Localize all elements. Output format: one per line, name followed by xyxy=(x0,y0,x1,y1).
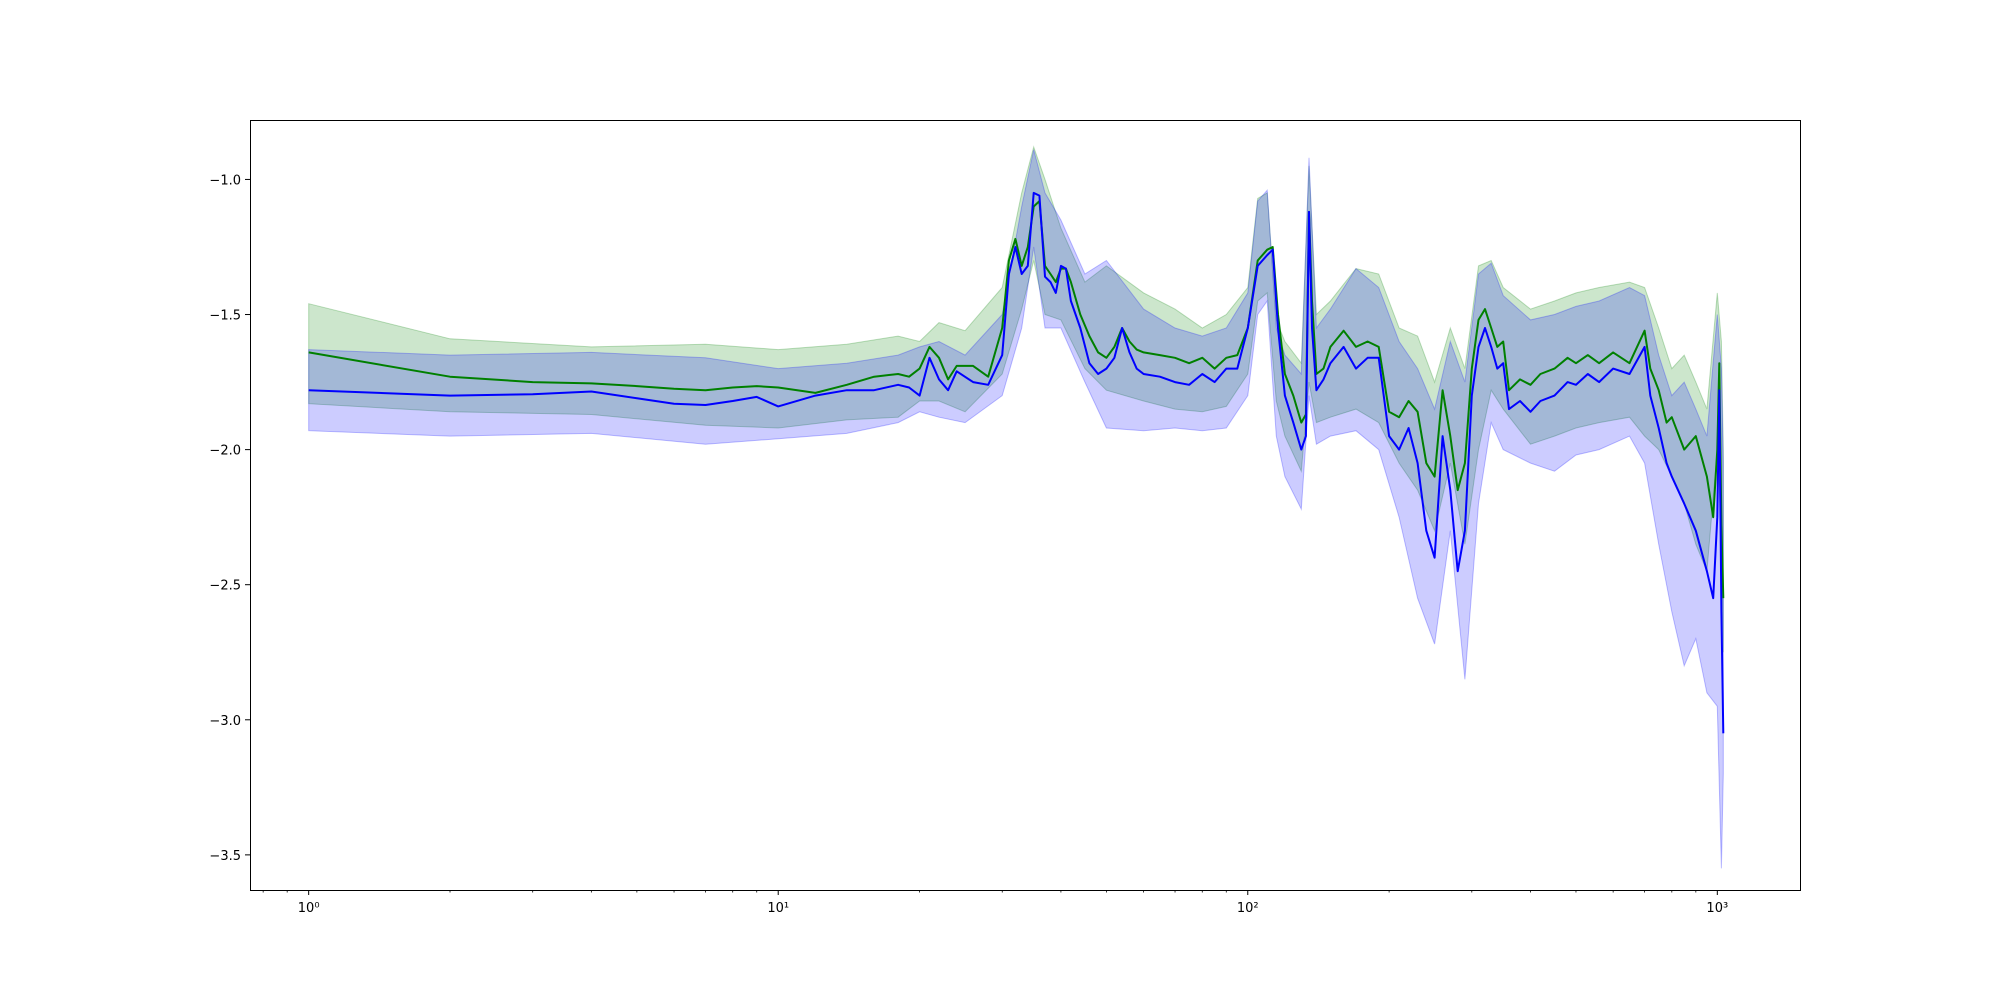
x-axis: 10⁰ 10¹ 10² 10³ xyxy=(262,890,1728,916)
y-tick-label: −2.5 xyxy=(209,579,241,594)
band-1 xyxy=(308,149,1724,869)
series-line-1 xyxy=(308,191,1725,734)
y-tick-label: −3.5 xyxy=(209,849,241,864)
band-0 xyxy=(308,145,1724,653)
y-tick-label: −1.0 xyxy=(209,173,241,188)
y-tick-label: −1.5 xyxy=(209,309,241,324)
plot-frame xyxy=(250,120,1801,891)
x-tick-label: 10¹ xyxy=(767,901,789,916)
x-tick-label: 10³ xyxy=(1706,901,1728,916)
series-line-0 xyxy=(308,200,1725,599)
y-axis: −1.0 −1.5 −2.0 −2.5 −3.0 −3.5 xyxy=(209,173,250,864)
x-tick-label: 10⁰ xyxy=(298,901,320,916)
bands-layer xyxy=(308,145,1724,869)
series-layer xyxy=(308,191,1725,734)
y-tick-label: −3.0 xyxy=(209,714,241,729)
y-tick-label: −2.0 xyxy=(209,444,241,459)
x-tick-label: 10² xyxy=(1237,901,1259,916)
